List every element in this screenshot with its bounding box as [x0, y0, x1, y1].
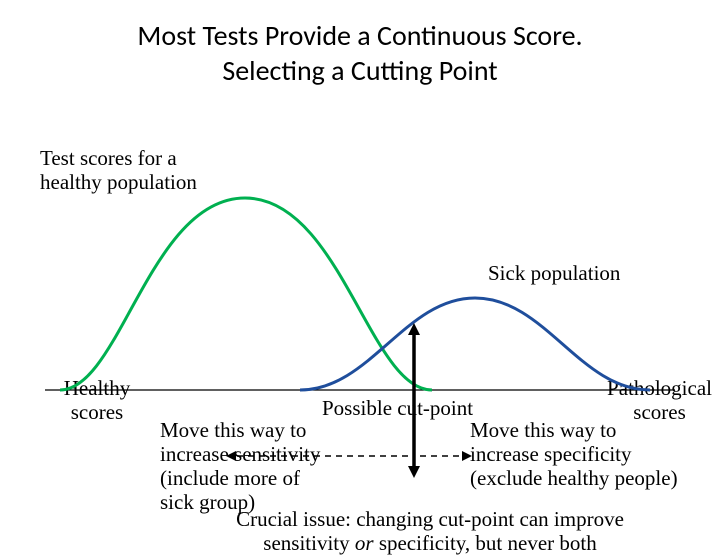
healthy-curve	[60, 198, 432, 390]
dash-arrow-left-head-icon	[226, 451, 236, 461]
sick-curve	[300, 298, 650, 390]
diagram-svg	[0, 18, 720, 558]
cut-arrow-down-icon	[408, 466, 420, 478]
dash-arrow-right-head-icon	[462, 451, 472, 461]
